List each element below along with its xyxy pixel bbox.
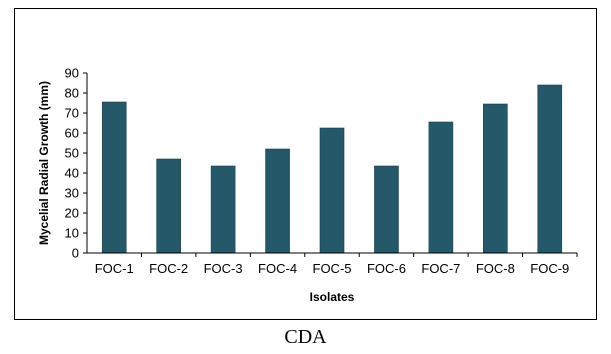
x-axis-labels: FOC-1 FOC-2 FOC-3 FOC-4 FOC-5 FOC-6 FOC-7 FOC-8…	[95, 253, 578, 276]
x-axis-title: Isolates	[310, 290, 355, 304]
x-tick-label: FOC-5	[313, 261, 352, 276]
bars	[101, 84, 563, 254]
x-tick-label: FOC-6	[367, 261, 406, 276]
bar-foc-4	[265, 148, 290, 254]
x-tick-label: FOC-7	[421, 261, 460, 276]
bar-foc-2	[156, 158, 181, 254]
y-tick-label: 20	[65, 206, 79, 221]
x-tick-label: FOC-1	[95, 261, 134, 276]
y-axis-ticks: 0 10 20 30 40 50 60 70 80 90	[65, 66, 87, 261]
x-tick-label: FOC-8	[476, 261, 515, 276]
y-tick-label: 10	[65, 226, 79, 241]
y-tick-label: 0	[72, 246, 79, 261]
bar-foc-9	[537, 84, 563, 254]
bar-foc-8	[483, 103, 508, 254]
x-tick-label: FOC-9	[530, 261, 569, 276]
bar-foc-5	[319, 127, 345, 254]
x-tick-label: FOC-3	[204, 261, 243, 276]
y-tick-label: 30	[65, 186, 79, 201]
y-tick-label: 90	[65, 66, 79, 81]
y-tick-label: 80	[65, 86, 79, 101]
bar-foc-3	[210, 165, 236, 254]
figure-caption: CDA	[284, 326, 327, 348]
y-tick-label: 50	[65, 146, 79, 161]
y-tick-label: 60	[65, 126, 79, 141]
bar-foc-6	[374, 165, 399, 254]
y-axis-title: Mycelial Radial Growth (mm)	[37, 81, 51, 245]
bar-foc-7	[428, 121, 454, 254]
y-tick-label: 70	[65, 106, 79, 121]
y-tick-label: 40	[65, 166, 79, 181]
bar-foc-1	[101, 101, 127, 254]
x-tick-label: FOC-4	[258, 261, 297, 276]
x-tick-label: FOC-2	[149, 261, 188, 276]
